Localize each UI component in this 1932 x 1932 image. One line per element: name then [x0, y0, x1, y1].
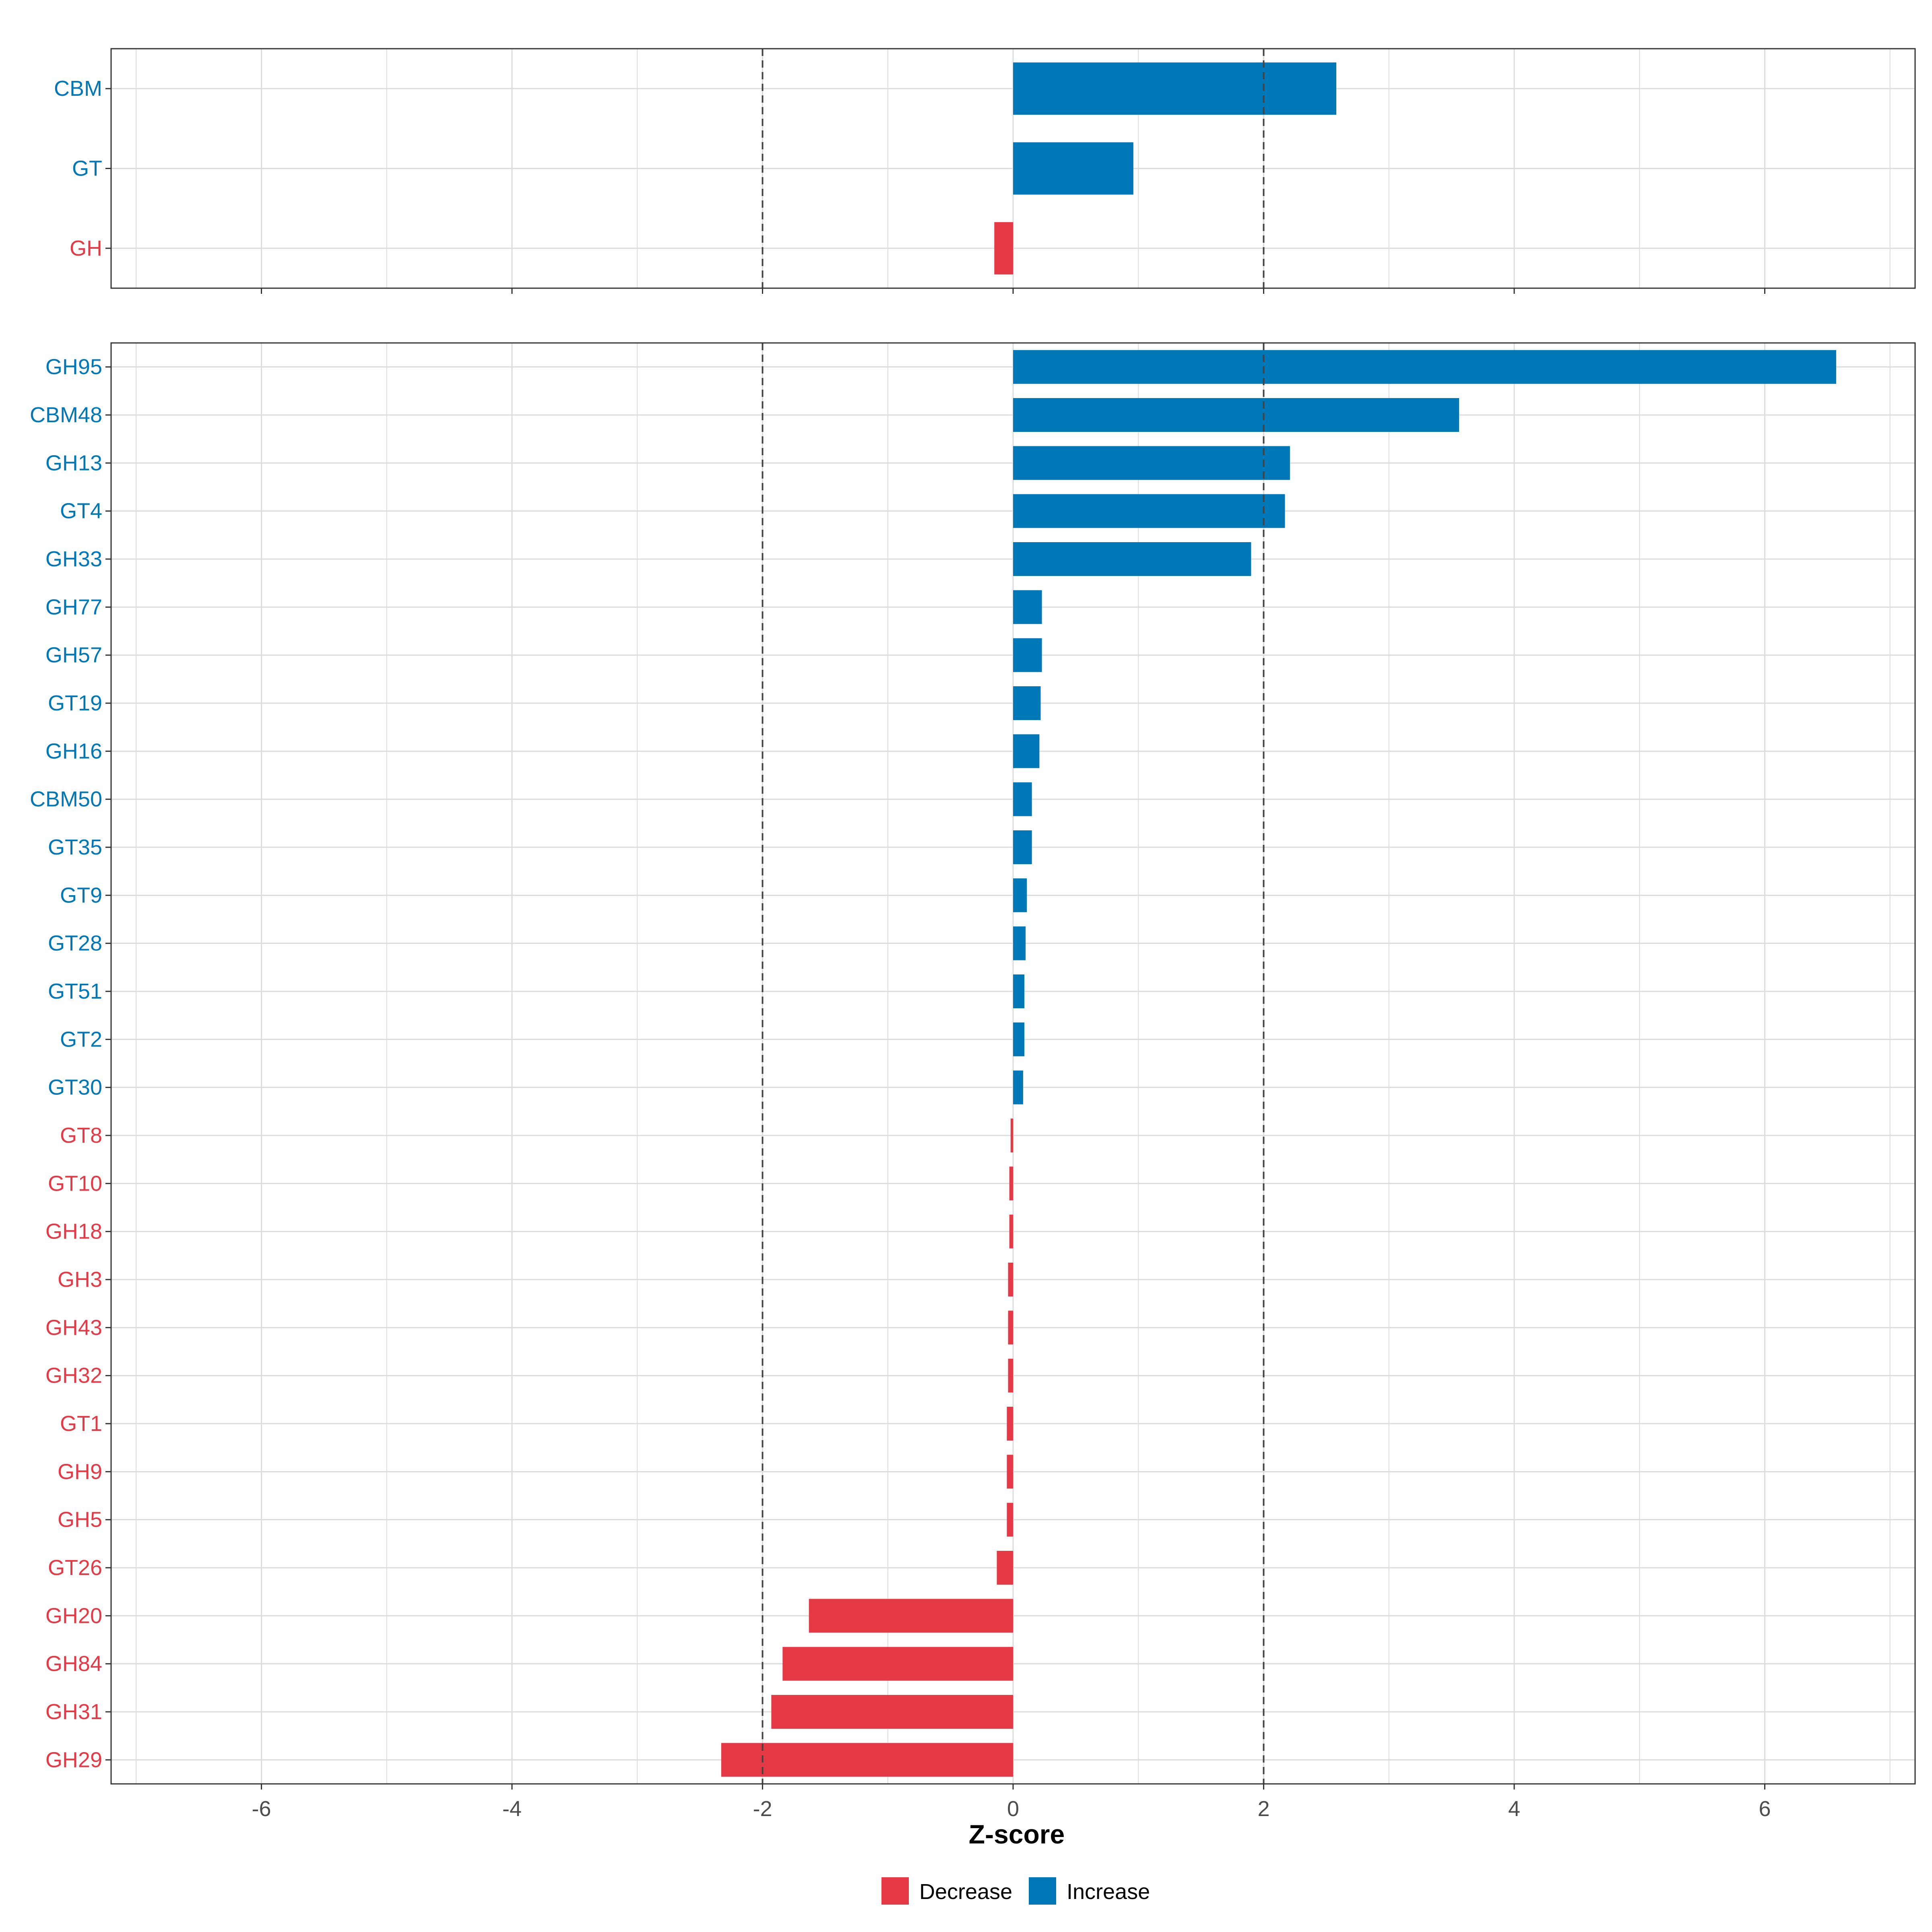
y-tick-label: CBM50 [30, 787, 102, 811]
y-tick-label: GH3 [58, 1267, 102, 1292]
bar-gh9 [1007, 1455, 1013, 1489]
bar-gh20 [809, 1599, 1013, 1633]
bar-gt9 [1013, 878, 1027, 912]
bar-gt2 [1013, 1022, 1025, 1057]
bar-gh29 [721, 1743, 1013, 1777]
bar-gt30 [1013, 1070, 1023, 1104]
y-tick-label: GH16 [45, 739, 102, 763]
bar-gh31 [771, 1695, 1013, 1729]
bar-gt1 [1007, 1407, 1013, 1441]
bar-cbm [1013, 62, 1337, 115]
y-tick-label: GT28 [48, 931, 102, 956]
y-tick-label: GT [72, 157, 102, 181]
y-tick-label: GH9 [58, 1459, 102, 1484]
y-tick-label: GH18 [45, 1220, 102, 1244]
bar-gh16 [1013, 734, 1040, 768]
y-tick-label: GH77 [45, 595, 102, 619]
y-tick-label: GH33 [45, 547, 102, 571]
bar-gt8 [1010, 1119, 1013, 1152]
y-tick-label: GT10 [48, 1171, 102, 1195]
bar-gt51 [1013, 974, 1025, 1008]
bar-gt10 [1009, 1166, 1013, 1201]
x-tick-label: 2 [1257, 1797, 1269, 1821]
x-axis: -6 -4 -2 0 2 4 6 [252, 1784, 1771, 1821]
y-tick-label: GT30 [48, 1075, 102, 1100]
legend-label-increase: Increase [1067, 1880, 1150, 1904]
y-tick-label: GH32 [45, 1364, 102, 1388]
x-tick-label: 0 [1007, 1797, 1019, 1821]
bar-cbm50 [1013, 782, 1032, 816]
bar-gh57 [1013, 638, 1042, 672]
y-axis-labels: GH95 CBM48 GH13 GT4 GH33 GH77 GH57 GT19 GH16 CBM5… [30, 355, 111, 1772]
y-tick-label: GH84 [45, 1652, 102, 1676]
bar-gh95 [1013, 350, 1836, 384]
y-tick-label: GT4 [60, 499, 102, 523]
bars [994, 62, 1337, 275]
y-tick-label: GH57 [45, 643, 102, 667]
y-tick-label: GT1 [60, 1412, 102, 1436]
bar-gh84 [782, 1647, 1013, 1681]
bar-gh33 [1013, 542, 1251, 576]
y-tick-label: GT19 [48, 691, 102, 715]
bar-gh13 [1013, 446, 1290, 480]
x-tick-label: -4 [502, 1797, 522, 1821]
y-tick-label: GH95 [45, 355, 102, 379]
bar-gt19 [1013, 686, 1041, 720]
y-tick-label: GH [70, 236, 102, 260]
y-axis-labels: CBM GT GH [54, 76, 111, 260]
y-tick-label: GT35 [48, 835, 102, 859]
y-tick-label: GT26 [48, 1556, 102, 1580]
bar-gt26 [997, 1551, 1013, 1585]
x-tick-label: -2 [753, 1797, 772, 1821]
bar-gh77 [1013, 590, 1042, 624]
panel-class-level: CBM GT GH [54, 48, 1916, 294]
bar-gt [1013, 142, 1133, 195]
y-tick-label: GH20 [45, 1604, 102, 1628]
y-tick-label: GT8 [60, 1123, 102, 1148]
bar-gt35 [1013, 830, 1032, 864]
x-tick-label: -6 [252, 1797, 271, 1821]
x-axis-title: Z-score [969, 1819, 1065, 1849]
bar-cbm48 [1013, 398, 1459, 432]
panel-family-level: GH95 CBM48 GH13 GT4 GH33 GH77 GH57 GT19 GH16 CBM5… [30, 342, 1916, 1821]
legend-label-decrease: Decrease [919, 1880, 1012, 1904]
y-tick-label: GT51 [48, 979, 102, 1003]
y-tick-label: GH31 [45, 1700, 102, 1724]
x-axis [261, 288, 1765, 294]
bar-gh32 [1008, 1358, 1013, 1393]
y-tick-label: GH43 [45, 1315, 102, 1340]
bars [721, 350, 1836, 1777]
y-tick-label: GT2 [60, 1027, 102, 1051]
x-tick-label: 4 [1508, 1797, 1520, 1821]
bar-gt4 [1013, 494, 1285, 528]
legend-swatch-decrease [881, 1877, 909, 1905]
bar-gh3 [1008, 1263, 1013, 1296]
y-tick-label: GH13 [45, 451, 102, 475]
bar-gh43 [1008, 1311, 1013, 1345]
bar-gt28 [1013, 926, 1026, 960]
x-tick-label: 6 [1759, 1797, 1771, 1821]
y-tick-label: GH29 [45, 1748, 102, 1772]
bar-gh5 [1007, 1503, 1013, 1537]
legend: Decrease Increase [881, 1877, 1150, 1905]
y-tick-label: GT9 [60, 883, 102, 907]
bar-gh18 [1009, 1214, 1013, 1249]
y-tick-label: CBM48 [30, 403, 102, 427]
bar-gh [994, 222, 1013, 275]
y-tick-label: CBM [54, 76, 102, 101]
y-tick-label: GH5 [58, 1508, 102, 1532]
legend-swatch-increase [1029, 1877, 1056, 1905]
